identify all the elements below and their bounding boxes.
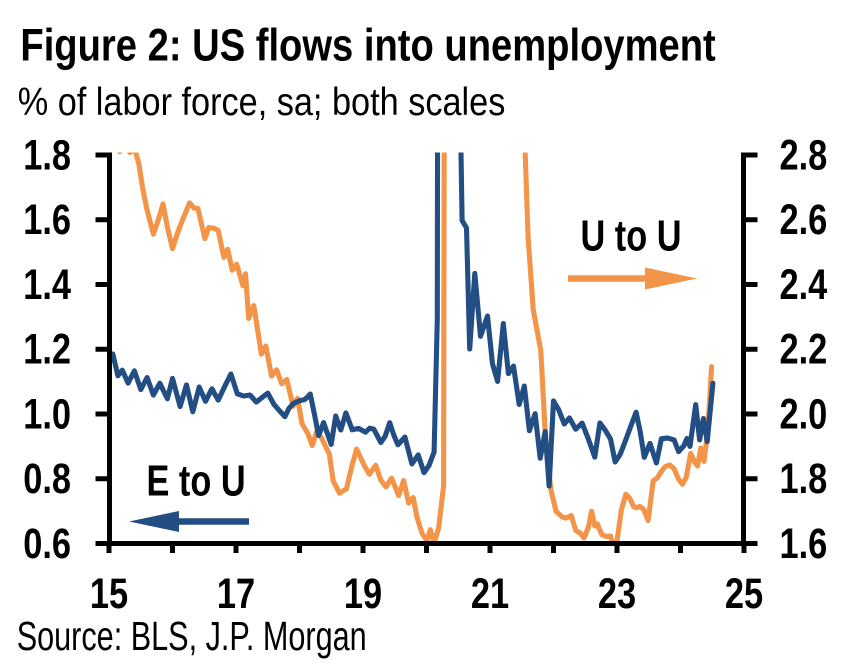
svg-text:0.8: 0.8 <box>23 456 71 503</box>
svg-text:1.6: 1.6 <box>23 197 71 244</box>
svg-text:1.8: 1.8 <box>23 132 71 179</box>
svg-text:% of labor force, sa; both sca: % of labor force, sa; both scales <box>18 80 506 124</box>
svg-text:2.6: 2.6 <box>780 197 828 244</box>
svg-text:2.2: 2.2 <box>780 326 828 373</box>
svg-text:E to U: E to U <box>147 456 246 505</box>
svg-text:Figure 2: US flows into unempl: Figure 2: US flows into unemployment <box>20 20 715 71</box>
svg-text:15: 15 <box>90 570 128 617</box>
svg-text:2.0: 2.0 <box>780 391 828 438</box>
svg-text:0.6: 0.6 <box>23 520 71 567</box>
svg-text:1.6: 1.6 <box>780 520 828 567</box>
svg-text:2.8: 2.8 <box>780 132 828 179</box>
svg-text:19: 19 <box>344 570 382 617</box>
svg-text:23: 23 <box>598 570 636 617</box>
svg-text:1.4: 1.4 <box>23 261 71 308</box>
svg-text:1.8: 1.8 <box>780 456 828 503</box>
svg-text:1.2: 1.2 <box>23 326 71 373</box>
svg-text:2.4: 2.4 <box>780 261 828 308</box>
svg-text:21: 21 <box>471 570 509 617</box>
svg-text:U to U: U to U <box>581 212 682 261</box>
svg-text:1.0: 1.0 <box>23 391 71 438</box>
svg-text:Source: BLS, J.P. Morgan: Source: BLS, J.P. Morgan <box>17 613 367 659</box>
svg-text:25: 25 <box>725 570 763 617</box>
svg-text:17: 17 <box>217 570 255 617</box>
